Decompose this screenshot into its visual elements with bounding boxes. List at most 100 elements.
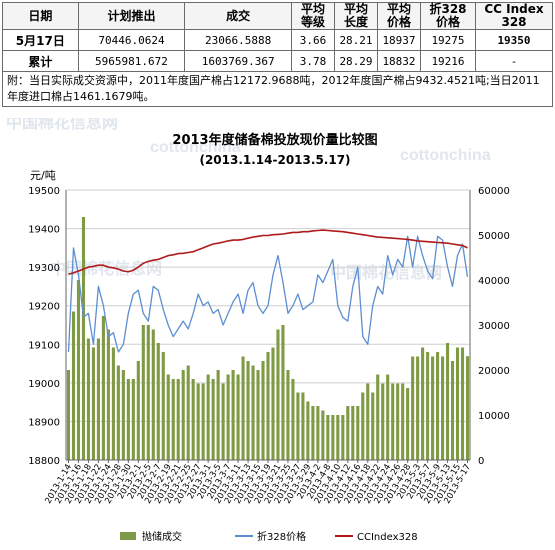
y-axis-label: 元/吨 bbox=[30, 169, 56, 182]
volume-bar bbox=[371, 392, 375, 460]
volume-bar bbox=[296, 392, 300, 460]
y-tick-label: 19400 bbox=[28, 225, 60, 236]
volume-bar bbox=[236, 374, 240, 460]
price-volume-chart: 中国棉花信息网 cottonchina 中国棉花信息网 cottonchina … bbox=[6, 118, 510, 543]
legend-swatch-bar bbox=[120, 532, 136, 540]
volume-bar bbox=[416, 356, 420, 460]
volume-bar bbox=[211, 379, 215, 460]
header-price328: 折328价格 bbox=[420, 2, 476, 30]
cell: 28.29 bbox=[334, 50, 378, 72]
volume-bar bbox=[186, 365, 190, 460]
volume-bar bbox=[326, 415, 330, 460]
volume-bar bbox=[171, 379, 175, 460]
y2-tick-label: 0 bbox=[478, 456, 484, 467]
cell: 18832 bbox=[377, 50, 421, 72]
y2-tick-label: 60000 bbox=[478, 186, 510, 197]
volume-bar bbox=[351, 406, 355, 460]
volume-bar bbox=[251, 365, 255, 460]
volume-bar bbox=[306, 401, 310, 460]
volume-bar bbox=[446, 343, 450, 460]
cell: 3.66 bbox=[291, 29, 335, 51]
volume-bar bbox=[381, 383, 385, 460]
volume-bar bbox=[455, 347, 460, 460]
volume-bar bbox=[106, 329, 110, 460]
volume-bar bbox=[331, 415, 335, 460]
volume-bar bbox=[141, 325, 145, 460]
y-tick-label: 18800 bbox=[28, 456, 60, 467]
volume-bar bbox=[131, 379, 135, 460]
cell: 1603769.367 bbox=[184, 50, 292, 72]
y-tick-label: 19000 bbox=[28, 379, 60, 390]
chart-title: 2013年度储备棉投放现价量比较图 bbox=[172, 132, 377, 148]
y2-tick-label: 40000 bbox=[478, 276, 510, 287]
volume-bar bbox=[316, 406, 320, 460]
cell: 18937 bbox=[377, 29, 421, 51]
header-ccindex: CC Index 328 bbox=[475, 2, 553, 30]
y2-tick-label: 30000 bbox=[478, 321, 510, 332]
volume-bar bbox=[426, 352, 430, 460]
volume-bar bbox=[111, 347, 115, 460]
volume-bar bbox=[336, 415, 340, 460]
volume-bar bbox=[246, 361, 250, 460]
volume-bar bbox=[206, 374, 210, 460]
volume-bar bbox=[361, 392, 365, 460]
volume-bar bbox=[391, 383, 395, 460]
volume-bar bbox=[146, 325, 150, 460]
volume-bar bbox=[86, 338, 90, 460]
volume-bar bbox=[231, 370, 235, 460]
note-row: 附：当日实际成交资源中，2011年度国产棉占12172.9688吨，2012年度… bbox=[2, 71, 553, 107]
volume-bar bbox=[376, 374, 380, 460]
legend-label: 折328价格 bbox=[257, 530, 306, 543]
volume-bar bbox=[71, 311, 76, 460]
volume-bar bbox=[81, 217, 86, 460]
volume-bar bbox=[101, 316, 105, 460]
volume-bar bbox=[156, 343, 160, 460]
watermark: 中国棉花信息网 bbox=[6, 118, 118, 132]
volume-bar bbox=[136, 361, 140, 460]
volume-bar bbox=[201, 383, 205, 460]
y2-tick-label: 10000 bbox=[478, 411, 510, 422]
cell: 19216 bbox=[420, 50, 476, 72]
cell: 3.78 bbox=[291, 50, 335, 72]
y-tick-label: 18900 bbox=[28, 417, 60, 428]
cell: 70446.0624 bbox=[77, 29, 186, 51]
volume-bar bbox=[151, 329, 155, 460]
volume-bar bbox=[191, 379, 195, 460]
cell: 5月17日 bbox=[2, 29, 79, 51]
table-row: 累计 5965981.672 1603769.367 3.78 28.29 18… bbox=[2, 50, 553, 72]
volume-bar bbox=[271, 347, 275, 460]
volume-bar bbox=[406, 388, 410, 460]
watermark: cottonchina bbox=[150, 139, 241, 156]
volume-bar bbox=[266, 352, 270, 460]
volume-bar bbox=[91, 347, 95, 460]
volume-bar bbox=[346, 406, 350, 460]
header-length: 平均长度 bbox=[334, 2, 378, 30]
volume-bar bbox=[321, 410, 325, 460]
note-text: 附：当日实际成交资源中，2011年度国产棉占12172.9688吨，2012年度… bbox=[2, 71, 553, 107]
y2-tick-label: 20000 bbox=[478, 366, 510, 377]
volume-bar bbox=[256, 370, 260, 460]
volume-bar bbox=[161, 352, 165, 460]
line-series bbox=[67, 229, 469, 353]
volume-bar bbox=[286, 370, 290, 460]
volume-bar bbox=[126, 379, 130, 460]
volume-bar bbox=[176, 379, 180, 460]
volume-bar bbox=[386, 374, 390, 460]
legend-label: CCIndex328 bbox=[357, 532, 418, 543]
y-tick-label: 19100 bbox=[28, 340, 60, 351]
y-tick-label: 19500 bbox=[28, 186, 60, 197]
volume-bar bbox=[96, 338, 100, 460]
volume-bar bbox=[216, 370, 220, 460]
volume-bar bbox=[450, 361, 455, 460]
volume-bar bbox=[366, 383, 370, 460]
cell: 28.21 bbox=[334, 29, 378, 51]
cell: 19275 bbox=[420, 29, 476, 51]
y-tick-label: 19300 bbox=[28, 263, 60, 274]
cell: - bbox=[475, 50, 553, 72]
header-price: 平均价格 bbox=[377, 2, 421, 30]
y2-tick-label: 50000 bbox=[478, 231, 510, 242]
volume-bar bbox=[281, 325, 285, 460]
cell: 23066.5888 bbox=[184, 29, 292, 51]
legend: 抛储成交 折328价格 CCIndex328 bbox=[120, 530, 418, 543]
